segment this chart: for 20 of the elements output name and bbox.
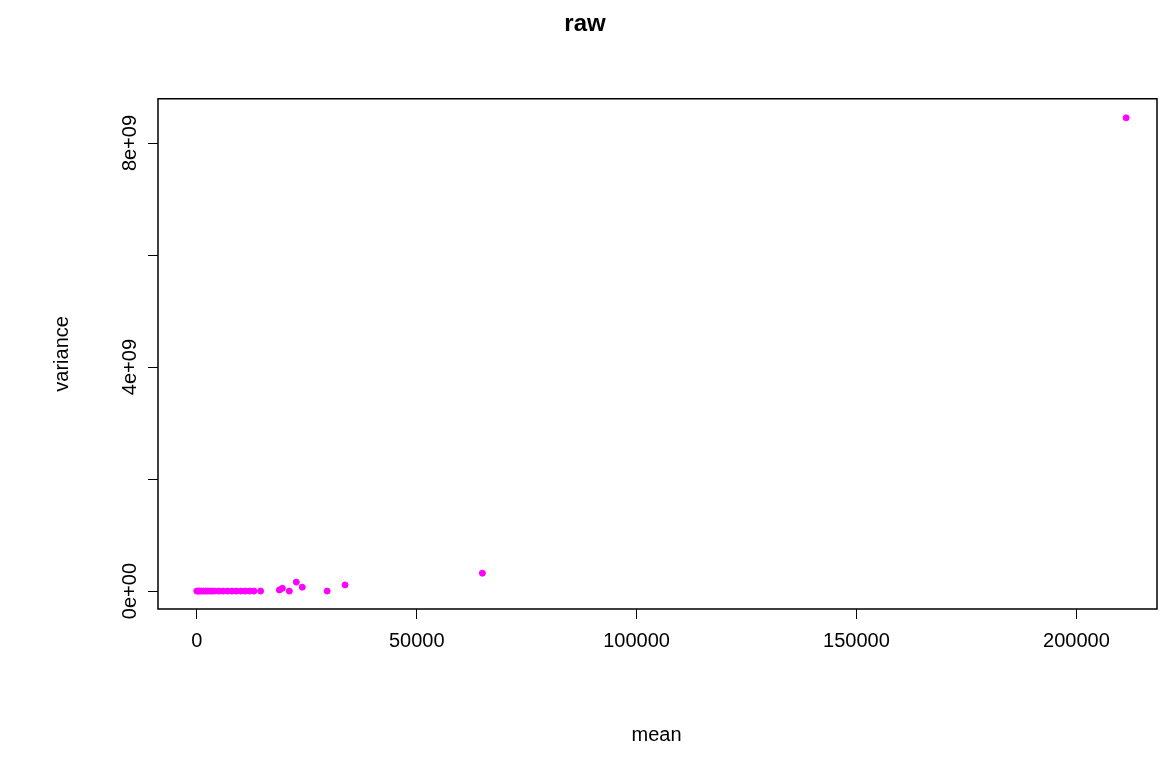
point	[341, 581, 349, 589]
point	[1122, 114, 1130, 122]
y-axis-title: variance	[49, 316, 72, 392]
x-tick-label: 50000	[388, 628, 445, 651]
point	[292, 578, 300, 586]
point	[285, 587, 293, 595]
y-tick-label: 4e+09	[117, 338, 140, 396]
y-tick-label: 0e+00	[117, 562, 140, 620]
point	[478, 569, 486, 577]
x-tick-label: 150000	[823, 628, 890, 651]
x-tick-label: 100000	[603, 628, 670, 651]
x-tick-label: 0	[191, 628, 203, 651]
y-tick-label: 8e+09	[117, 114, 140, 172]
point	[257, 587, 265, 595]
chart-title: raw	[564, 9, 607, 37]
x-tick-label: 200000	[1043, 628, 1110, 651]
point	[323, 587, 331, 595]
point	[298, 583, 306, 591]
point	[250, 587, 258, 595]
x-axis-title: mean	[631, 722, 682, 745]
